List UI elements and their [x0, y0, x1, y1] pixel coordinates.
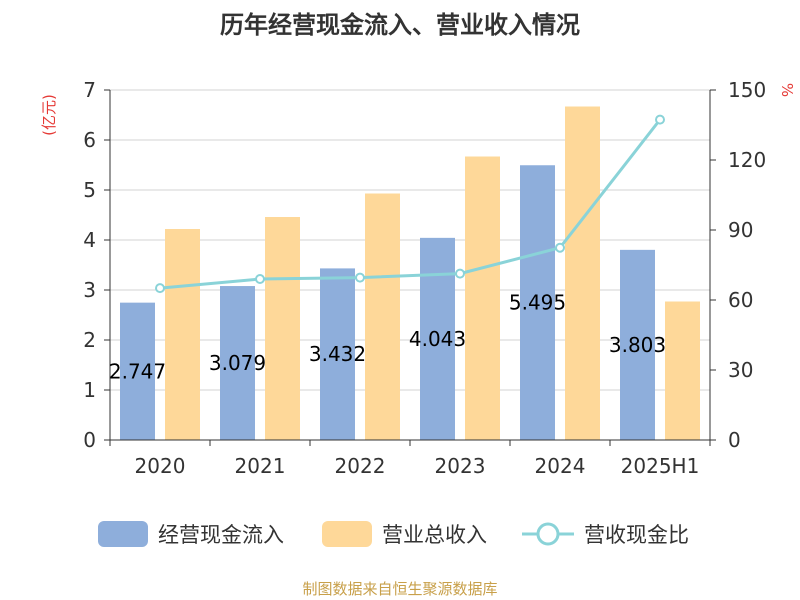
bar-revenue: [165, 229, 200, 440]
left-tick-label: 4: [83, 228, 96, 252]
ratio-line-point: [355, 272, 365, 283]
x-tick-label: 2025H1: [621, 454, 700, 478]
ratio-line-point: [555, 242, 565, 253]
ratio-line-point: [155, 283, 165, 294]
bar-data-label: 3.432: [309, 342, 366, 366]
ratio-line-path: [159, 118, 662, 290]
bar-data-label: 4.043: [409, 327, 466, 351]
bar-cash-inflow: [220, 286, 255, 440]
left-tick-label: 3: [83, 278, 96, 302]
bar-revenue: [565, 106, 600, 440]
bar-data-label: 2.747: [109, 359, 166, 383]
bar-cash-inflow: [320, 268, 355, 440]
legend-swatch-cash-inflow: [98, 521, 148, 547]
chart-title: 历年经营现金流入、营业收入情况: [220, 11, 580, 39]
legend-marker-ratio: [536, 522, 560, 546]
bars: [120, 106, 700, 440]
bar-cash-inflow: [620, 249, 655, 440]
ratio-line-point: [255, 274, 265, 284]
bar-data-label: 5.495: [509, 291, 566, 315]
source-note: 制图数据来自恒生聚源数据库: [302, 580, 497, 598]
x-tick-label: 2021: [235, 454, 286, 478]
right-tick-label: 120: [728, 148, 766, 172]
bar-revenue: [665, 301, 700, 440]
x-tick-label: 2020: [135, 454, 186, 478]
left-tick-label: 7: [83, 78, 96, 102]
left-tick-label: 5: [83, 178, 96, 202]
bar-revenue: [465, 156, 500, 440]
ratio-line-point: [455, 268, 465, 279]
legend-swatch-revenue: [322, 521, 372, 547]
ratio-line: [155, 114, 665, 294]
ratio-line-point: [655, 114, 665, 125]
grid-lines: [110, 89, 710, 391]
legend-label: 经营现金流入: [158, 523, 284, 547]
x-tick-label: 2023: [435, 454, 486, 478]
bar-cash-inflow: [520, 165, 555, 440]
bar-cash-inflow: [120, 302, 155, 440]
bar-data-label: 3.803: [609, 333, 666, 357]
legend: 经营现金流入 营业总收入 营收现金比: [98, 521, 689, 547]
bar-revenue: [265, 217, 300, 440]
left-tick-label: 0: [83, 428, 96, 452]
left-axis-unit: (亿元): [40, 94, 58, 136]
right-tick-label: 150: [728, 78, 766, 102]
data-labels: 2.747 3.079 3.432 4.043 5.495 3.803: [109, 291, 666, 384]
bar-cash-inflow: [420, 237, 455, 440]
right-axis-unit: %: [778, 83, 796, 97]
left-tick-label: 1: [83, 378, 96, 402]
right-tick-label: 90: [728, 218, 753, 242]
right-tick-label: 0: [728, 428, 741, 452]
axes: 0 1 2 3 4 5 6 7 0 30 60 90 120 150 2020 2021 2022 2023 202…: [83, 78, 766, 478]
right-tick-label: 60: [728, 288, 753, 312]
left-tick-label: 6: [83, 128, 96, 152]
legend-label: 营收现金比: [584, 523, 689, 547]
x-tick-label: 2024: [535, 454, 586, 478]
left-tick-label: 2: [83, 328, 96, 352]
x-tick-label: 2022: [335, 454, 386, 478]
bar-revenue: [365, 193, 400, 440]
bar-data-label: 3.079: [209, 351, 266, 375]
right-tick-label: 30: [728, 358, 753, 382]
legend-label: 营业总收入: [382, 523, 487, 547]
